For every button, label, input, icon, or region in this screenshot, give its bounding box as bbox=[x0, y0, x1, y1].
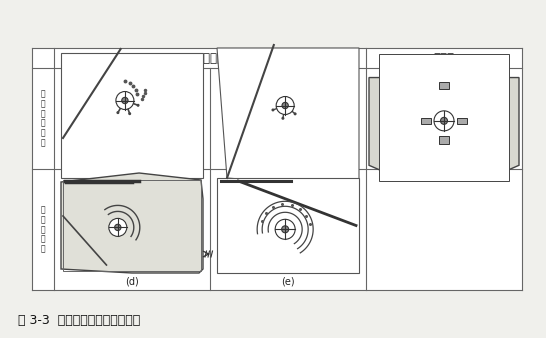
Circle shape bbox=[122, 97, 128, 104]
Text: 带
匀
整
篩
极: 带 匀 整 篩 极 bbox=[41, 206, 45, 254]
Text: (a): (a) bbox=[125, 54, 139, 64]
Circle shape bbox=[441, 117, 448, 124]
Circle shape bbox=[136, 104, 140, 107]
Circle shape bbox=[281, 117, 284, 120]
Text: 不
带
匀
整
篩
极: 不 带 匀 整 篩 极 bbox=[41, 90, 45, 147]
Bar bbox=[61, 53, 203, 178]
Bar bbox=[457, 118, 467, 124]
Circle shape bbox=[294, 112, 296, 115]
Circle shape bbox=[116, 111, 120, 114]
Text: 不可逆式: 不可逆式 bbox=[196, 51, 224, 65]
Circle shape bbox=[282, 226, 289, 233]
Text: 可逆式: 可逆式 bbox=[434, 51, 454, 65]
Text: (b): (b) bbox=[281, 54, 295, 64]
Circle shape bbox=[434, 111, 454, 131]
Circle shape bbox=[115, 224, 121, 231]
Polygon shape bbox=[61, 173, 203, 273]
Bar bbox=[379, 54, 509, 181]
Circle shape bbox=[271, 108, 275, 112]
Text: 图 3-3  单转子反击式破碎机分类: 图 3-3 单转子反击式破碎机分类 bbox=[18, 314, 140, 327]
Bar bbox=[63, 180, 201, 271]
Circle shape bbox=[275, 219, 295, 239]
Circle shape bbox=[109, 218, 127, 236]
Polygon shape bbox=[217, 48, 359, 188]
Circle shape bbox=[116, 92, 134, 110]
Polygon shape bbox=[369, 77, 519, 177]
Bar bbox=[32, 48, 522, 290]
Circle shape bbox=[128, 112, 131, 115]
Text: (c): (c) bbox=[437, 54, 450, 64]
Bar bbox=[439, 136, 449, 144]
Circle shape bbox=[276, 97, 294, 115]
Circle shape bbox=[282, 102, 288, 108]
Text: (e): (e) bbox=[281, 277, 295, 287]
Text: (d): (d) bbox=[125, 277, 139, 287]
Bar bbox=[217, 178, 359, 273]
Bar bbox=[421, 118, 431, 124]
Bar bbox=[439, 82, 449, 89]
